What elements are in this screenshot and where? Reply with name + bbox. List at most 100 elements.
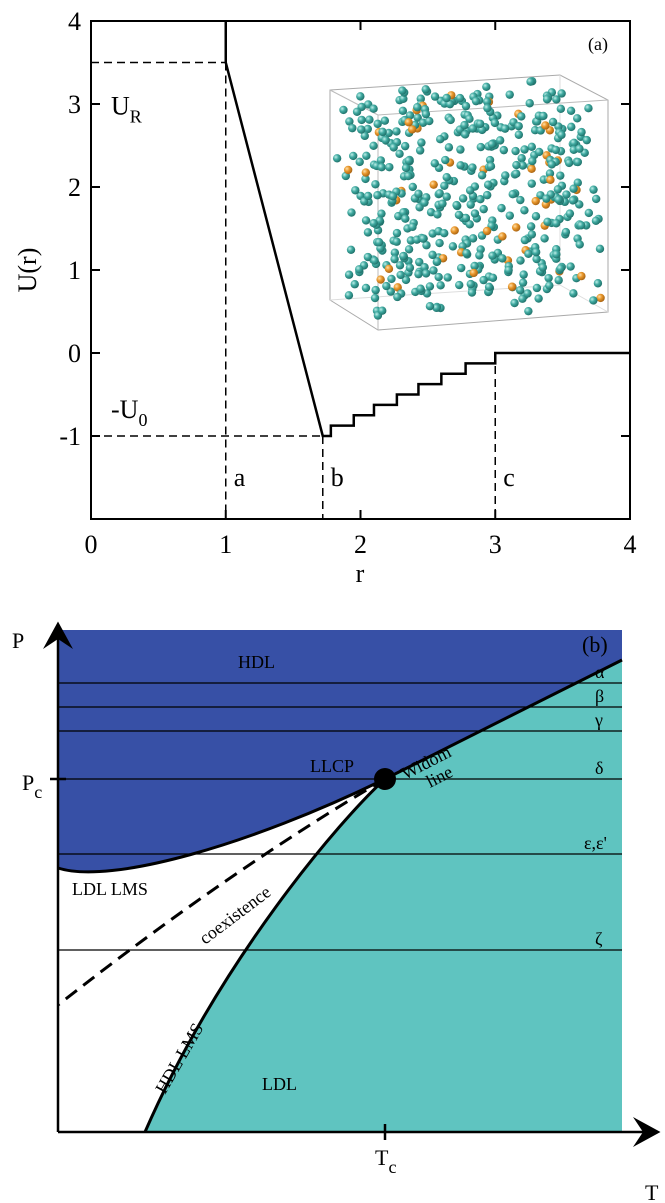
sphere [569, 289, 578, 298]
sphere [596, 293, 605, 303]
sphere [465, 114, 474, 124]
sphere [577, 271, 586, 281]
sphere [430, 92, 440, 101]
sphere [365, 115, 374, 124]
sphere [490, 118, 500, 128]
sphere [504, 265, 513, 275]
sphere [401, 214, 410, 223]
sphere [482, 226, 492, 236]
sphere [547, 160, 556, 169]
sphere [511, 223, 521, 232]
sphere [430, 159, 439, 168]
sphere [517, 112, 526, 121]
ldl-region [145, 660, 622, 1132]
sphere [573, 114, 582, 123]
sphere [443, 273, 452, 282]
sphere [462, 248, 471, 258]
sphere [400, 141, 410, 151]
sphere [540, 234, 549, 243]
sphere [461, 101, 471, 111]
isobar-label: ε,ε' [584, 833, 607, 853]
sphere [418, 234, 428, 243]
sphere [417, 138, 426, 147]
sphere [486, 162, 496, 171]
x-tick-label: 1 [219, 530, 232, 559]
sphere [421, 109, 431, 119]
sphere [339, 105, 348, 115]
sphere [363, 252, 373, 262]
sphere [573, 178, 582, 187]
sphere [582, 135, 591, 145]
sphere [546, 175, 555, 185]
sphere [517, 154, 526, 163]
sphere [448, 242, 458, 251]
sphere [510, 298, 519, 308]
label-sub: 0 [138, 410, 147, 430]
sphere [357, 115, 366, 125]
sphere [488, 273, 498, 282]
sphere [399, 208, 408, 217]
sphere [499, 145, 509, 155]
sphere [450, 226, 459, 235]
sphere [414, 269, 423, 279]
sphere [420, 198, 429, 207]
sphere [525, 99, 534, 108]
sphere [381, 135, 390, 145]
sphere [351, 186, 360, 195]
sphere [520, 206, 529, 215]
sphere [534, 147, 544, 157]
sphere [591, 194, 601, 204]
sphere [445, 99, 455, 109]
pc-text: P [22, 770, 34, 795]
tc-text: T [375, 1145, 389, 1170]
sphere [465, 186, 475, 195]
sphere [407, 125, 417, 134]
x-tick-label: 0 [85, 530, 98, 559]
sphere [476, 195, 485, 204]
sphere [505, 211, 515, 220]
pc-label: Pc [22, 770, 42, 802]
reference-label: a [234, 463, 246, 492]
sphere [408, 222, 417, 232]
sphere [526, 222, 536, 231]
sphere [350, 280, 359, 289]
region-label: LDL [262, 1074, 297, 1094]
sphere [569, 138, 579, 148]
y-tick-label: -1 [59, 422, 81, 451]
sphere [390, 248, 400, 257]
sphere [361, 174, 370, 184]
sphere [461, 213, 471, 223]
sphere [413, 113, 422, 122]
sphere [370, 293, 380, 303]
sphere [346, 245, 356, 255]
sphere [444, 143, 454, 152]
sphere [362, 151, 371, 161]
sphere [349, 151, 358, 161]
sphere [554, 276, 563, 285]
sphere [468, 163, 477, 172]
sphere [476, 142, 485, 152]
sphere [475, 251, 484, 260]
sphere [401, 163, 411, 173]
sphere [392, 237, 401, 246]
y-axis-label: U(r) [13, 248, 42, 293]
sphere [390, 254, 399, 264]
pc-sub: c [34, 782, 42, 802]
isobar-label: γ [594, 710, 603, 730]
sphere [518, 278, 528, 287]
y-tick-label: 2 [68, 173, 81, 202]
x-axis-label: T [645, 1180, 659, 1203]
sphere [442, 93, 451, 103]
sphere [421, 85, 430, 94]
sphere [556, 104, 566, 114]
sphere [488, 251, 497, 260]
coexistence-line [57, 777, 386, 1007]
sphere [526, 77, 535, 86]
sphere [460, 120, 469, 130]
sphere [371, 180, 380, 189]
y-tick-label: 4 [68, 7, 81, 36]
sphere [566, 106, 576, 115]
sphere [544, 273, 553, 283]
sphere [369, 104, 378, 113]
panel-label: (b) [582, 632, 608, 657]
